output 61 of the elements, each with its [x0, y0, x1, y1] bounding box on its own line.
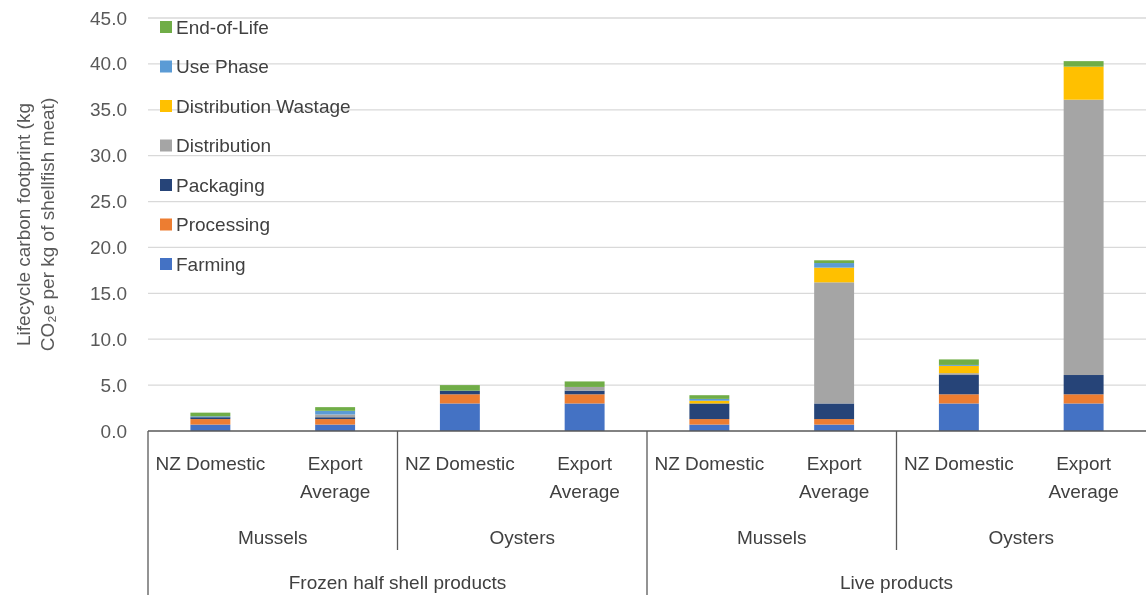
x-tick-label: Export Average [549, 452, 620, 502]
text: Oysters [988, 526, 1054, 548]
bar [439, 403, 480, 431]
y-tick-label: 20.0 [90, 236, 127, 258]
bar [564, 381, 605, 387]
bar [439, 394, 480, 404]
bar [564, 403, 605, 431]
y-tick-label: 5.0 [100, 374, 127, 396]
legend-label: Distribution Wastage [176, 95, 351, 117]
bar [1063, 375, 1104, 395]
x-tick-label: Export Average [1048, 452, 1119, 502]
legend-label: Packaging [176, 174, 265, 196]
x-tick-label: NZ Domestic [404, 452, 515, 474]
bar [1063, 99, 1104, 376]
bar [190, 419, 231, 425]
bar [1063, 66, 1104, 100]
bar [814, 403, 855, 420]
bar [814, 267, 855, 283]
bar [315, 419, 356, 425]
x-tick-label: NZ Domestic [155, 452, 266, 474]
text: Mussels [237, 526, 308, 548]
bar [689, 419, 730, 425]
bar [938, 403, 979, 431]
bar [1063, 61, 1104, 67]
y-tick-label: 10.0 [90, 328, 127, 350]
bar [689, 403, 730, 420]
x-tick-label: NZ Domestic [654, 452, 765, 474]
legend-label: End-of-Life [176, 16, 269, 38]
bar [814, 263, 855, 268]
y-tick-label: 30.0 [90, 145, 127, 167]
text: Frozen half shell products [288, 571, 507, 593]
bar [814, 282, 855, 404]
legend-label: Processing [176, 214, 270, 235]
bar [315, 407, 356, 411]
text: Oysters [489, 526, 555, 548]
y-tick-label: 40.0 [90, 53, 127, 75]
legend-label: Distribution [176, 135, 272, 156]
y-tick-label: 15.0 [90, 282, 127, 304]
bar [1063, 403, 1104, 431]
text: Mussels [736, 526, 807, 548]
legend-label: Use Phase [176, 56, 269, 77]
bar [814, 260, 855, 264]
text: Live products [839, 571, 954, 593]
bar [1063, 394, 1104, 404]
bar [938, 375, 979, 395]
y-tick-label: 45.0 [90, 7, 127, 29]
bar [938, 365, 979, 374]
bar [564, 386, 605, 391]
bar [814, 419, 855, 425]
bar [938, 394, 979, 404]
y-tick-label: 0.0 [100, 420, 127, 442]
x-tick-label: Export Average [299, 452, 371, 502]
bar [439, 385, 480, 391]
bar [564, 394, 605, 404]
bar [938, 359, 979, 365]
legend-label: Farming [176, 253, 246, 275]
x-tick-label: NZ Domestic [903, 452, 1014, 474]
y-axis-title: Lifecycle carbon footprint (kg CO₂e per kg of shellfish meat) [13, 97, 58, 352]
x-tick-label: Export Average [798, 452, 870, 502]
y-tick-label: 35.0 [90, 99, 127, 121]
y-tick-label: 25.0 [90, 191, 127, 213]
